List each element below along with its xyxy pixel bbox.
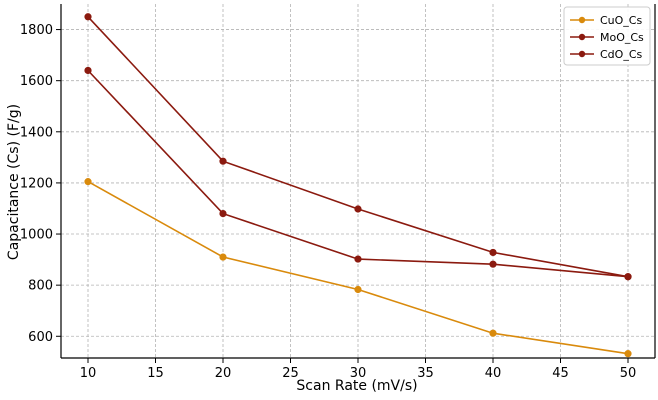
y-tick-label: 1000 [20,228,53,243]
legend-box [563,6,651,66]
y-axis-label: Capacitance (Cs) (F/g) [6,104,22,260]
x-tick-label: 45 [552,366,569,381]
data-point-MoO_Cs [489,248,497,257]
data-point-CuO_Cs [219,253,227,261]
legend-marker-CdO_Cs [578,50,586,58]
x-tick-label: 15 [147,366,164,381]
data-point-CuO_Cs [84,178,92,186]
legend-marker-CuO_Cs [578,16,586,24]
legend-label-CdO_Cs: CdO_Cs [600,48,643,61]
y-tick-label: 1600 [20,74,53,89]
data-point-CuO_Cs [624,350,632,358]
y-tick-label: 600 [28,330,53,345]
y-tick-label: 1800 [20,23,53,38]
y-tick-label: 800 [28,279,53,294]
axis-ticks: 10 15 20 25 30 35 40 45 50 600 800 1000 1200 1400 1600… [20,23,636,381]
data-point-CdO_Cs [354,255,362,263]
series-layer [84,13,632,358]
x-tick-label: 20 [215,366,232,381]
data-point-CdO_Cs [84,66,92,75]
legend-marker-MoO_Cs [578,33,586,41]
legend-label-CuO_Cs: CuO_Cs [600,14,642,27]
legend-label-MoO_Cs: MoO_Cs [600,31,644,44]
x-tick-label: 35 [417,366,434,381]
x-tick-label: 50 [620,366,637,381]
data-point-CuO_Cs [489,329,497,337]
grid-lines [61,4,655,358]
x-axis-label: Scan Rate (mV/s) [296,378,417,394]
data-point-MoO_Cs [84,13,92,21]
data-point-MoO_Cs [219,157,227,165]
y-tick-label: 1400 [20,125,53,140]
data-point-CdO_Cs [489,260,497,268]
data-point-CdO_Cs [624,273,632,281]
data-point-CuO_Cs [354,285,362,294]
x-tick-label: 40 [485,366,502,381]
y-tick-label: 1200 [20,176,53,191]
x-tick-label: 30 [350,366,367,381]
data-point-CdO_Cs [219,209,227,218]
x-tick-label: 25 [282,366,299,381]
x-tick-label: 10 [80,366,97,381]
legend: CuO_Cs MoO_Cs CdO_Cs [563,6,651,66]
data-point-MoO_Cs [354,205,362,213]
